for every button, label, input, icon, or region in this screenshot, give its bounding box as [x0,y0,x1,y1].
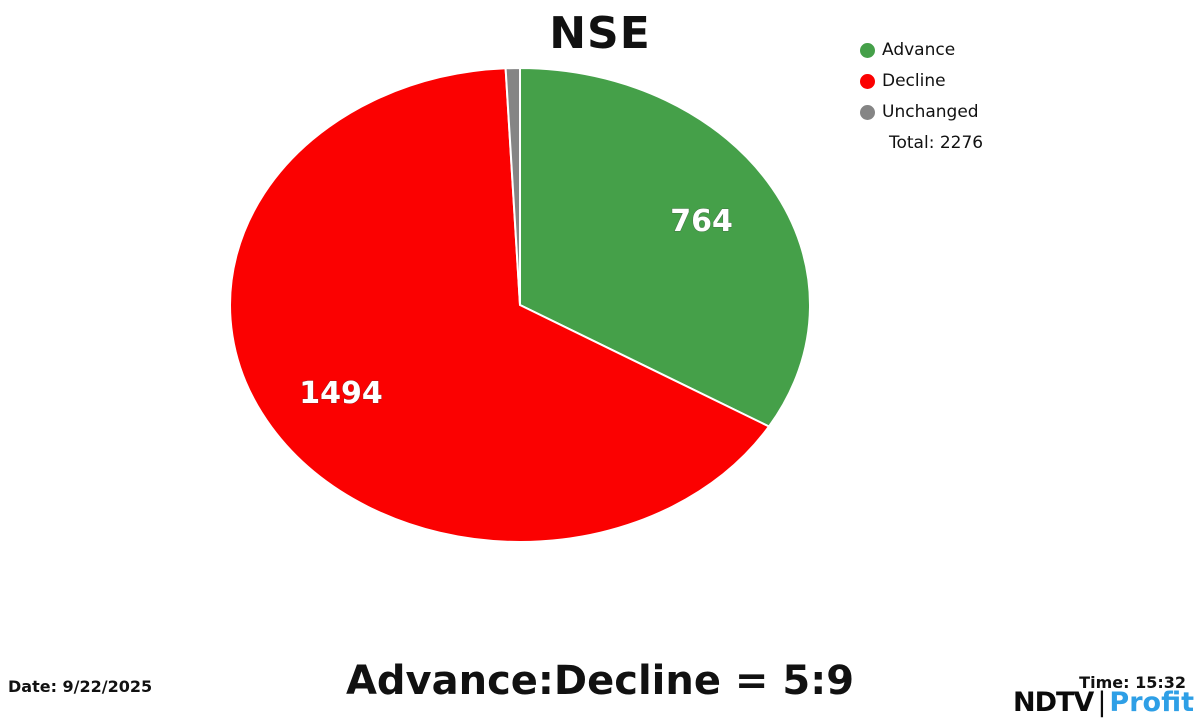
legend-label-advance: Advance [882,40,956,60]
slice-value-label-advance: 764 [670,204,733,239]
slice-value-label-decline: 1494 [299,376,383,411]
logo-divider: | [1097,687,1107,718]
ndtv-logo-text: NDTV [1012,687,1094,718]
legend-item-unchanged: Unchanged [860,102,1060,122]
legend-item-advance: Advance [860,40,1060,60]
pie-slice-decline [229,67,771,543]
advance-decline-ratio: Advance:Decline = 5:9 [345,658,855,704]
legend-total: Total: 2276 [889,133,984,153]
date-label: Date: 9/22/2025 [8,677,153,696]
unchanged-color-swatch [860,104,875,120]
pie-chart: 764 1494 [229,66,811,543]
chart-title: NSE [549,8,651,59]
advance-color-swatch [860,42,875,58]
ndtv-profit-logo: NDTV | Profit [1013,687,1194,718]
profit-logo-text: Profit [1109,687,1194,718]
decline-color-swatch [860,73,875,89]
legend: Advance Decline Unchanged Total: 2276 [860,40,1060,153]
legend-item-decline: Decline [860,71,1060,91]
legend-label-decline: Decline [882,71,946,91]
legend-label-unchanged: Unchanged [882,102,979,122]
pie-slice-advance [519,66,811,428]
pie-slice-unchanged [504,66,521,306]
time-label: Time: 15:32 [1079,673,1186,692]
